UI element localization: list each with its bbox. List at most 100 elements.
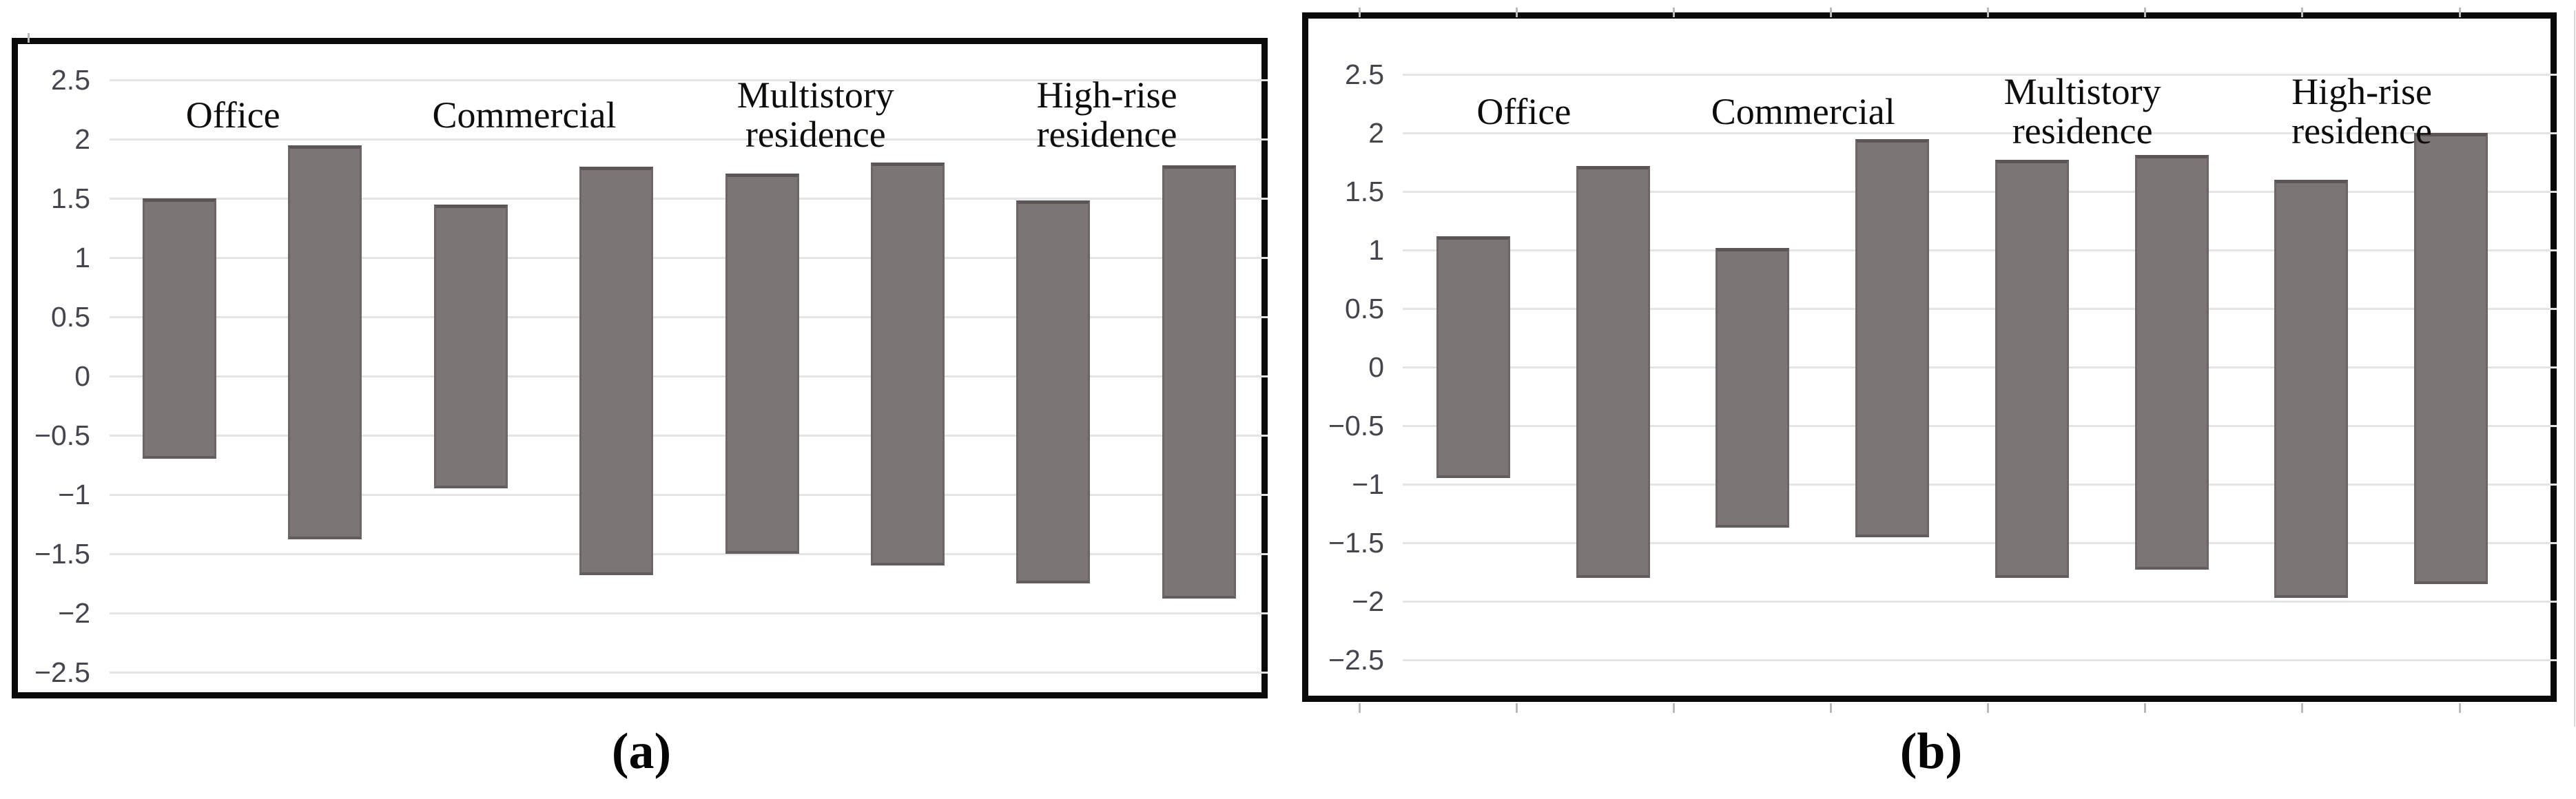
gridline <box>1403 191 2557 193</box>
gridline <box>110 198 1268 200</box>
bar-multistory-residence-1 <box>725 173 799 554</box>
outer-tick <box>2144 8 2146 17</box>
y-tick-label: −2 <box>58 597 90 629</box>
category-label-line: Multistory <box>736 74 894 116</box>
bar-multistory-residence-2 <box>2134 155 2209 570</box>
panel-caption-a: (a) <box>611 723 672 780</box>
y-tick-label: 0 <box>74 360 90 392</box>
outer-tick <box>1359 703 1361 713</box>
gridline <box>1403 308 2557 310</box>
outer-tick <box>1673 8 1675 17</box>
gridline <box>110 612 1268 614</box>
category-label-office: Office <box>1317 92 1731 132</box>
bar-office-1 <box>1436 236 1510 479</box>
bar-multistory-residence-1 <box>1995 160 2069 578</box>
bar-commercial-2 <box>579 166 654 575</box>
outer-tick <box>1830 8 1832 17</box>
y-tick-label: 2 <box>74 123 90 155</box>
gridline <box>110 79 1268 81</box>
outer-tick <box>1987 703 1989 713</box>
gridline <box>1403 601 2557 603</box>
category-label-line: Office <box>185 94 280 136</box>
y-tick-label: 0.5 <box>51 301 90 333</box>
bar-high-rise-residence-1 <box>2274 180 2349 598</box>
category-label-line: residence <box>2012 110 2153 152</box>
gridline <box>110 672 1268 674</box>
gridline <box>1403 425 2557 427</box>
outer-tick <box>2144 703 2146 713</box>
bar-office-2 <box>1576 165 1650 578</box>
y-tick-label: 1 <box>74 242 90 273</box>
gridline <box>1403 542 2557 544</box>
category-label-high-rise-residence: High-rise residence <box>900 76 1314 154</box>
category-label-line: Office <box>1476 90 1572 132</box>
category-label-multistory-residence: Multistory residence <box>1876 72 2289 151</box>
category-label-commercial: Commercial <box>318 94 731 136</box>
category-label-commercial: Commercial <box>1596 92 2010 132</box>
gridline <box>1403 366 2557 369</box>
category-label-multistory-residence: Multistory residence <box>609 76 1022 154</box>
outer-tick <box>2459 8 2461 17</box>
gridline <box>110 494 1268 496</box>
outer-tick <box>1830 703 1832 713</box>
outer-tick <box>1516 8 1518 17</box>
bar-commercial-1 <box>433 204 508 489</box>
category-label-high-rise-residence: High-rise residence <box>2155 72 2568 151</box>
category-label-line: residence <box>745 114 886 155</box>
chart-panel-b: 2.5 2 1.5 1 0.5 0 −0.5 −1 −1.5 −2 −2.5 Office Commer… <box>1302 8 2575 727</box>
bar-commercial-1 <box>1715 247 1790 528</box>
y-tick-label: 2 <box>1368 117 1384 149</box>
category-label-line: residence <box>1036 114 1177 155</box>
bar-commercial-2 <box>1855 138 1930 537</box>
y-tick-label: −1.5 <box>34 538 90 570</box>
bar-multistory-residence-2 <box>871 163 945 566</box>
y-tick-label: −2 <box>1352 585 1384 617</box>
outer-frame-edge <box>2574 10 2575 727</box>
y-tick-label: 0 <box>1368 351 1384 383</box>
gridline <box>110 316 1268 318</box>
panel-caption-b: (b) <box>1899 723 1963 780</box>
chart-panel-a: 2.5 2 1.5 1 0.5 0 −0.5 −1 −1.5 −2 −2.5 Office Commer… <box>12 33 1268 698</box>
y-tick-label: −2.5 <box>1328 644 1384 676</box>
y-tick-label: −0.5 <box>1328 410 1384 442</box>
outer-tick <box>1673 703 1675 713</box>
outer-tick <box>28 33 30 43</box>
gridline <box>110 138 1268 141</box>
gridline <box>1403 74 2557 76</box>
gridline <box>1403 249 2557 251</box>
outer-tick <box>2301 8 2303 17</box>
y-tick-label: −1 <box>58 479 90 510</box>
bar-high-rise-residence-1 <box>1016 200 1091 583</box>
gridline <box>1403 132 2557 134</box>
bar-office-2 <box>288 145 362 540</box>
category-label-line: Commercial <box>432 94 617 136</box>
category-label-office: Office <box>26 94 440 136</box>
gridline <box>110 257 1268 259</box>
outer-tick <box>1987 8 1989 17</box>
y-tick-label: 1.5 <box>51 183 90 214</box>
outer-tick <box>2301 703 2303 713</box>
bar-office-1 <box>143 198 216 459</box>
category-label-line: residence <box>2291 110 2432 152</box>
gridline <box>1403 484 2557 486</box>
y-tick-label: −2.5 <box>34 656 90 688</box>
gridline <box>110 553 1268 555</box>
y-tick-label: 2.5 <box>1345 59 1384 90</box>
y-tick-label: 1.5 <box>1345 176 1384 207</box>
bar-high-rise-residence-2 <box>1162 165 1236 599</box>
category-label-line: Multistory <box>2003 71 2161 112</box>
gridline <box>1403 659 2557 661</box>
y-tick-label: −1.5 <box>1328 527 1384 559</box>
y-tick-label: −0.5 <box>34 419 90 451</box>
y-tick-label: −1 <box>1352 468 1384 500</box>
y-tick-label: 0.5 <box>1345 293 1384 324</box>
gridline <box>110 375 1268 377</box>
category-label-line: High-rise <box>2291 71 2433 112</box>
outer-tick <box>1359 8 1361 17</box>
gridline <box>110 435 1268 437</box>
outer-tick <box>2459 703 2461 713</box>
category-label-line: Commercial <box>1711 90 1895 132</box>
outer-tick <box>1516 703 1518 713</box>
y-tick-label: 2.5 <box>51 64 90 96</box>
